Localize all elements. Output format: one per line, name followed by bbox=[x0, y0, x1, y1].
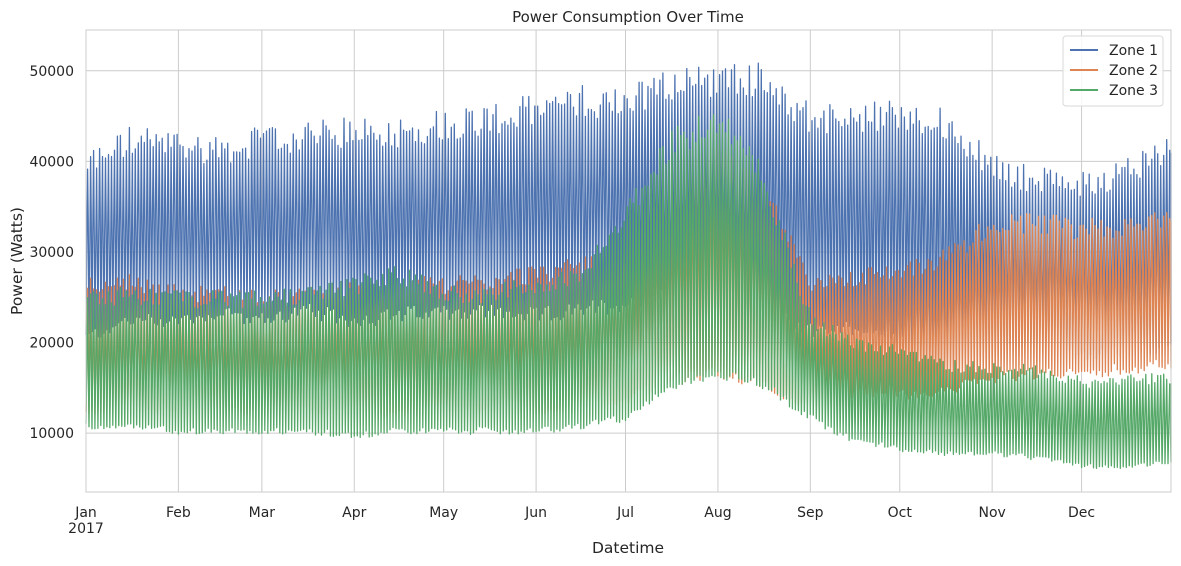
chart-title: Power Consumption Over Time bbox=[512, 8, 744, 26]
y-tick-label: 50000 bbox=[29, 64, 74, 80]
x-tick-label: Jul bbox=[616, 505, 634, 521]
x-tick-label: Jan bbox=[74, 505, 97, 521]
x-tick-label: Dec bbox=[1068, 505, 1095, 521]
legend-label: Zone 3 bbox=[1109, 83, 1158, 99]
y-tick-label: 30000 bbox=[29, 245, 74, 261]
x-tick-label: Oct bbox=[888, 505, 913, 521]
legend-label: Zone 1 bbox=[1109, 43, 1158, 59]
legend-box bbox=[1062, 35, 1164, 107]
legend: Zone 1 Zone 2 Zone 3 bbox=[1062, 35, 1164, 107]
x-tick-sublabel: 2017 bbox=[68, 521, 104, 537]
y-tick-label: 20000 bbox=[29, 336, 74, 352]
y-tick-label: 40000 bbox=[29, 154, 74, 170]
y-tick-labels: 10000 20000 30000 40000 50000 bbox=[29, 64, 74, 442]
series-line-zone-3 bbox=[85, 114, 1172, 470]
series-layer bbox=[85, 62, 1172, 470]
x-tick-label: Mar bbox=[249, 505, 276, 521]
x-tick-label: Apr bbox=[342, 505, 366, 521]
legend-items: Zone 1 Zone 2 Zone 3 bbox=[1070, 43, 1158, 99]
x-axis-title: Datetime bbox=[592, 539, 664, 557]
x-tick-label: Nov bbox=[978, 505, 1005, 521]
legend-label: Zone 2 bbox=[1109, 63, 1158, 79]
x-tick-label: Aug bbox=[704, 505, 731, 521]
x-tick-label: May bbox=[429, 505, 458, 521]
y-axis-title: Power (Watts) bbox=[8, 207, 26, 315]
y-tick-label: 10000 bbox=[29, 426, 74, 442]
x-tick-label: Sep bbox=[797, 505, 824, 521]
x-tick-label: Jun bbox=[524, 505, 547, 521]
x-tick-label: Feb bbox=[166, 505, 191, 521]
plot-frame bbox=[85, 29, 1172, 493]
